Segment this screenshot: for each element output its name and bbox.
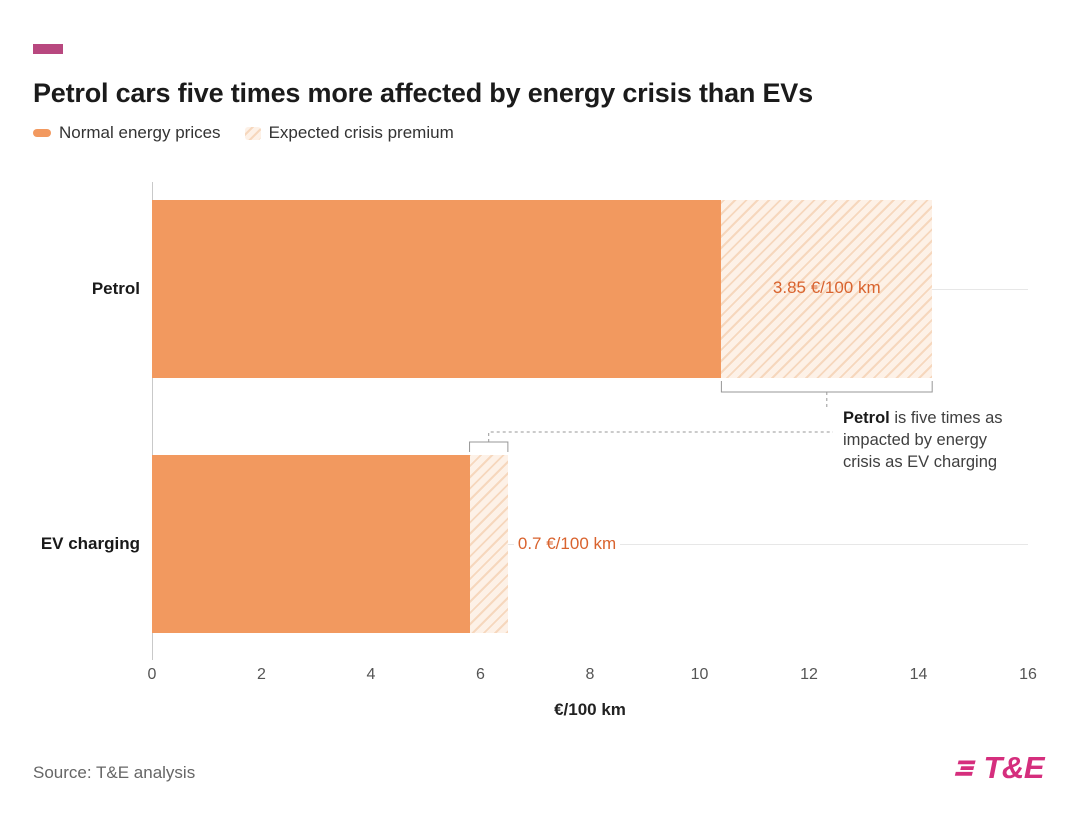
x-tick-label: 2 xyxy=(257,666,266,683)
category-label: Petrol xyxy=(91,279,140,298)
legend-swatch-hatched-icon xyxy=(244,126,261,140)
te-logo-text: T&E xyxy=(983,750,1045,785)
x-axis-title: €/100 km xyxy=(554,700,626,719)
source-text: Source: T&E analysis xyxy=(33,763,196,782)
category-label: EV charging xyxy=(40,534,140,553)
legend-item-premium: Expected crisis premium xyxy=(244,123,454,143)
x-tick-label: 6 xyxy=(476,666,485,683)
legend: Normal energy prices Expected crisis pre… xyxy=(33,123,454,143)
annotation-bold: Petrol xyxy=(843,409,890,427)
premium-value-label: 0.7 €/100 km xyxy=(513,533,621,555)
legend-label-premium: Expected crisis premium xyxy=(268,123,454,142)
x-tick-label: 12 xyxy=(800,666,818,683)
x-tick-label: 8 xyxy=(585,666,595,683)
bar-premium-2 xyxy=(469,455,508,633)
legend-item-normal: Normal energy prices xyxy=(33,123,221,143)
accent-bar xyxy=(33,44,63,54)
te-logo-stripes-icon xyxy=(954,760,976,776)
x-tick-label: 16 xyxy=(1019,666,1037,683)
y-axis-line xyxy=(152,182,153,660)
bar-normal-1 xyxy=(152,200,722,378)
legend-swatch-solid-icon xyxy=(33,129,51,137)
legend-label-normal: Normal energy prices xyxy=(59,123,221,142)
bar-premium-1 xyxy=(721,200,933,378)
x-tick-label: 4 xyxy=(366,666,376,683)
page-title: Petrol cars five times more affected by … xyxy=(33,78,813,109)
premium-value-label: 3.85 €/100 km xyxy=(772,278,881,297)
te-logo: T&E xyxy=(953,750,1045,786)
annotation-rest: is five times as impacted by energy cris… xyxy=(843,409,1003,471)
bar-normal-2 xyxy=(152,455,470,633)
x-tick-label: 14 xyxy=(909,666,928,683)
x-tick-label: 10 xyxy=(690,666,709,683)
x-tick-label: 0 xyxy=(147,666,157,683)
annotation-note: Petrol is five times as impacted by ener… xyxy=(843,407,1023,473)
